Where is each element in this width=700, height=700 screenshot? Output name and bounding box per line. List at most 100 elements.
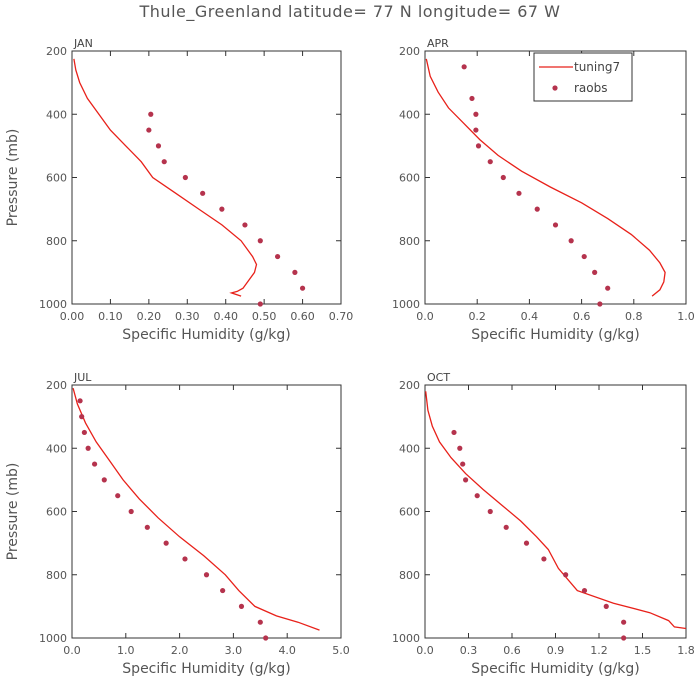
- x-tick-label: 0.4: [521, 310, 539, 323]
- data-point-raobs: [163, 540, 169, 546]
- y-tick-label: 400: [399, 108, 420, 121]
- x-tick-label: 1.0: [677, 310, 695, 323]
- x-axis-label: Specific Humidity (g/kg): [122, 327, 290, 343]
- data-point-raobs: [257, 238, 263, 244]
- series-line-tuning7: [425, 391, 687, 630]
- data-point-raobs: [220, 587, 226, 594]
- x-tick-label: 0.2: [468, 310, 486, 323]
- data-point-raobs: [101, 477, 107, 483]
- data-point-raobs: [274, 253, 281, 260]
- x-tick-label: 0.20: [137, 310, 162, 323]
- data-point-raobs: [81, 429, 87, 436]
- data-point-raobs: [460, 461, 466, 467]
- y-axis-label: Pressure (mb): [5, 129, 21, 227]
- y-tick-label: 400: [46, 108, 67, 121]
- data-point-raobs: [219, 206, 225, 212]
- data-point-raobs: [568, 238, 574, 244]
- data-point-raobs: [182, 556, 188, 562]
- x-tick-label: 0.3: [460, 644, 478, 657]
- chart-title: Thule_Greenland latitude= 77 N longitude…: [139, 2, 561, 21]
- data-point-raobs: [474, 493, 480, 499]
- y-tick-label: 600: [399, 172, 420, 185]
- x-tick-label: 4.0: [278, 644, 296, 657]
- x-tick-label: 0.10: [98, 310, 123, 323]
- data-point-raobs: [563, 572, 569, 578]
- series-line-tuning7: [72, 388, 320, 631]
- data-point-raobs: [534, 206, 540, 212]
- data-point-raobs: [621, 619, 627, 625]
- y-tick-label: 200: [399, 45, 420, 58]
- data-point-raobs: [299, 285, 306, 291]
- y-tick-label: 1000: [392, 298, 420, 311]
- data-point-raobs: [203, 572, 210, 578]
- plot-frame: [424, 384, 687, 639]
- x-axis-label: Specific Humidity (g/kg): [471, 327, 639, 343]
- plot-frame: [71, 50, 342, 305]
- legend-label-obs: raobs: [574, 81, 608, 95]
- y-tick-label: 800: [46, 235, 67, 248]
- data-point-raobs: [475, 143, 482, 149]
- y-axis-label: Pressure (mb): [5, 463, 21, 561]
- data-point-raobs: [238, 603, 245, 609]
- legend-label-model: tuning7: [574, 60, 620, 74]
- data-point-raobs: [500, 174, 506, 181]
- x-tick-label: 0.0: [416, 310, 434, 323]
- x-tick-label: 5.0: [332, 644, 350, 657]
- data-point-raobs: [115, 493, 121, 499]
- data-point-raobs: [144, 524, 150, 530]
- y-tick-label: 400: [46, 442, 67, 455]
- data-point-raobs: [200, 190, 206, 196]
- data-point-raobs: [91, 461, 98, 467]
- data-point-raobs: [516, 190, 522, 196]
- y-tick-label: 200: [399, 379, 420, 392]
- data-point-raobs: [77, 398, 83, 404]
- data-point-raobs: [581, 587, 588, 594]
- x-tick-label: 1.0: [117, 644, 135, 657]
- x-tick-label: 1.5: [634, 644, 652, 657]
- x-tick-label: 0.00: [60, 310, 85, 323]
- x-tick-label: 0.40: [213, 310, 238, 323]
- data-point-raobs: [292, 269, 298, 275]
- data-point-raobs: [79, 414, 85, 420]
- data-point-raobs: [487, 508, 493, 515]
- data-point-raobs: [469, 95, 475, 102]
- data-point-raobs: [155, 143, 162, 149]
- data-point-raobs: [257, 301, 263, 307]
- x-tick-label: 0.8: [625, 310, 643, 323]
- data-point-raobs: [85, 445, 91, 451]
- data-point-raobs: [461, 64, 467, 70]
- y-tick-label: 200: [46, 45, 67, 58]
- y-tick-label: 1000: [392, 632, 420, 645]
- x-tick-label: 3.0: [225, 644, 243, 657]
- y-tick-label: 800: [46, 569, 67, 582]
- data-point-raobs: [182, 174, 188, 181]
- legend-box: [533, 52, 633, 102]
- data-point-raobs: [592, 269, 598, 275]
- panel-label: APR: [427, 37, 449, 50]
- x-axis-label: Specific Humidity (g/kg): [122, 661, 290, 677]
- data-point-raobs: [597, 301, 603, 307]
- data-point-raobs: [541, 556, 547, 562]
- data-point-raobs: [451, 429, 457, 436]
- panel-apr: 0.0 0.2 0.4 0.6 0.8 1.0 200 400 600 800 1000 APR Spe…: [392, 37, 695, 343]
- data-point-raobs: [581, 253, 587, 260]
- y-tick-label: 600: [46, 506, 67, 519]
- panel-oct: 0.0 0.3 0.6 0.9 1.2 1.5 1.8 200 400 600 800 1000 OCT…: [392, 371, 695, 677]
- data-point-raobs: [263, 635, 269, 641]
- legend: tuning7 raobs: [533, 52, 633, 102]
- x-tick-label: 1.8: [677, 644, 695, 657]
- x-axis-label: Specific Humidity (g/kg): [471, 661, 639, 677]
- data-point-raobs: [148, 111, 154, 117]
- x-tick-label: 0.6: [573, 310, 591, 323]
- panel-label: JAN: [73, 37, 93, 50]
- data-point-raobs: [605, 285, 611, 291]
- x-tick-label: 0.30: [175, 310, 200, 323]
- data-point-raobs: [552, 222, 559, 228]
- x-tick-label: 2.0: [171, 644, 189, 657]
- y-tick-label: 600: [399, 506, 420, 519]
- x-tick-label: 0.0: [416, 644, 434, 657]
- y-tick-label: 800: [399, 235, 420, 248]
- data-point-raobs: [257, 619, 263, 625]
- data-point-raobs: [146, 127, 152, 133]
